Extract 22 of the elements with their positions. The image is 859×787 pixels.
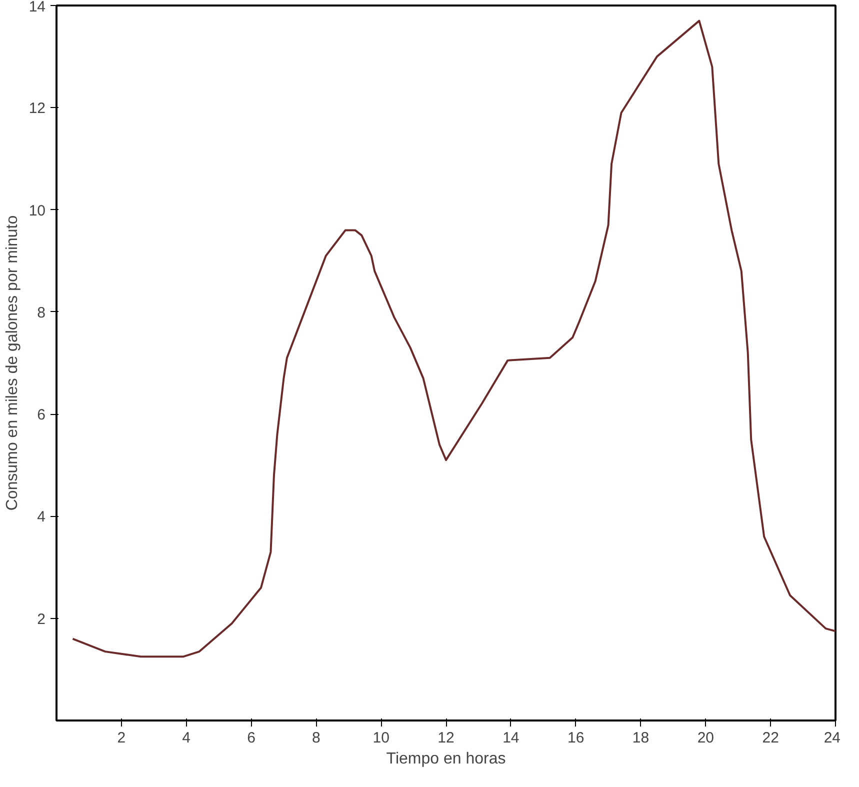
y-tick-label: 6 xyxy=(37,406,46,424)
y-axis-title: Consumo en miles de galones por minuto xyxy=(4,215,21,511)
y-tick-label: 2 xyxy=(37,610,46,628)
x-tick-label: 18 xyxy=(632,730,650,746)
x-tick-label: 10 xyxy=(372,730,390,746)
x-tick-label: 6 xyxy=(247,730,256,746)
y-tick-label: 4 xyxy=(37,508,46,526)
x-axis-title: Tiempo en horas xyxy=(386,750,506,768)
x-tick-label: 2 xyxy=(117,730,126,746)
x-tick-label: 8 xyxy=(312,730,320,746)
x-tick-label: 24 xyxy=(824,730,841,746)
x-tick-label: 12 xyxy=(438,730,454,746)
x-tick-label: 20 xyxy=(697,730,714,746)
x-tick-label: 16 xyxy=(567,730,584,746)
y-tick-label: 12 xyxy=(28,100,46,118)
x-tick-label: 14 xyxy=(502,730,520,746)
y-tick-label: 8 xyxy=(37,304,46,322)
x-tick-label: 4 xyxy=(182,730,191,746)
y-tick-label: 14 xyxy=(28,0,46,16)
y-tick-label: 10 xyxy=(28,202,46,220)
x-tick-label: 22 xyxy=(762,730,779,746)
line-series xyxy=(72,20,836,658)
